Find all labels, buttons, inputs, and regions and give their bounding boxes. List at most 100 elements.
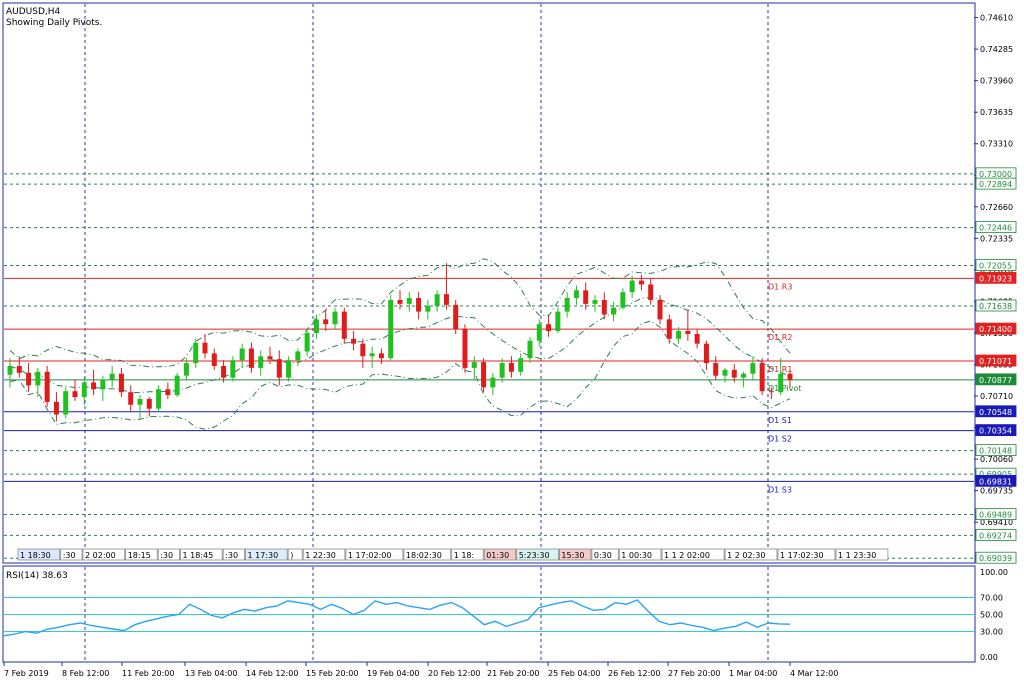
candle-body xyxy=(360,343,366,357)
session-tag-label: 1 18:45 xyxy=(183,551,214,560)
candle xyxy=(722,367,728,383)
price-marker-box xyxy=(975,405,1017,418)
pivot-label-5: D1 S2 xyxy=(768,435,792,444)
price-axis: 0.746100.742850.739600.736350.733100.729… xyxy=(974,14,1017,564)
candle-body xyxy=(713,363,719,376)
time-label: 8 Feb 12:00 xyxy=(62,669,109,678)
candle-body xyxy=(638,280,644,285)
price-marker-label: 0.70148 xyxy=(979,447,1012,456)
rsi-indicator: 100.00 70.00 50.00 30.00 0.00 xyxy=(3,568,1008,662)
candle xyxy=(462,324,468,373)
candle-body xyxy=(416,298,422,312)
candle xyxy=(211,348,217,370)
session-tag-label: 01:30 xyxy=(486,551,509,560)
candle-body xyxy=(564,298,570,312)
candle xyxy=(453,299,459,334)
price-marker-label: 0.70548 xyxy=(979,408,1012,417)
candle-body xyxy=(741,373,747,378)
candle-body xyxy=(443,294,449,305)
candle xyxy=(583,282,589,310)
time-label: 19 Feb 04:00 xyxy=(367,669,419,678)
candle-body xyxy=(406,298,412,304)
candle-body xyxy=(332,311,338,325)
candle xyxy=(778,358,784,396)
candle-body xyxy=(7,365,13,375)
candle xyxy=(546,314,552,337)
session-tag-box xyxy=(618,548,662,561)
rsi-tick-label: 100.00 xyxy=(980,568,1008,577)
candle xyxy=(564,292,570,318)
candle xyxy=(629,275,635,299)
candle xyxy=(573,285,579,305)
candle xyxy=(7,358,13,388)
candle xyxy=(481,358,487,393)
candle-body xyxy=(750,363,756,374)
time-label: 25 Feb 04:00 xyxy=(548,669,600,678)
price-marker-box xyxy=(975,551,1017,564)
candle-body xyxy=(731,369,737,378)
price-marker-label: 0.69039 xyxy=(979,554,1012,563)
candle-body xyxy=(611,307,617,315)
candle-body xyxy=(202,342,208,354)
indicator-note: Showing Daily Pivots. xyxy=(6,18,102,28)
candle-body xyxy=(183,363,189,376)
candlestick-series xyxy=(7,263,793,422)
candle-body xyxy=(583,290,589,304)
pivot-label-1: D1 R2 xyxy=(768,333,792,342)
candle-body xyxy=(100,379,106,390)
candle-body xyxy=(230,360,236,378)
candle-body xyxy=(536,324,542,341)
candle xyxy=(183,358,189,380)
candle xyxy=(156,385,162,412)
price-tick-label: 0.73310 xyxy=(980,140,1013,149)
session-tag-label: 18:02:30 xyxy=(406,551,442,560)
session-tag-label: 1 2 02:30 xyxy=(727,551,765,560)
candle xyxy=(109,365,115,388)
session-tag-box xyxy=(559,548,592,561)
rsi-pane-frame xyxy=(2,565,976,663)
price-tick-label: 0.69735 xyxy=(980,487,1013,496)
session-tag-box xyxy=(345,548,404,561)
price-marker-box xyxy=(975,299,1017,312)
candle-body xyxy=(629,280,635,293)
session-tag-label: 1 18: xyxy=(454,551,475,560)
candle-body xyxy=(295,351,301,361)
price-marker-box xyxy=(975,354,1017,367)
candle xyxy=(35,367,41,398)
time-label: 26 Feb 12:00 xyxy=(608,669,660,678)
price-tick-label: 0.72660 xyxy=(980,203,1013,212)
upper-band xyxy=(9,258,791,368)
candle xyxy=(694,329,700,349)
candle xyxy=(16,356,22,378)
lower-band xyxy=(9,320,791,430)
candle xyxy=(787,369,793,388)
candle xyxy=(378,348,384,365)
session-tag-label: :30 xyxy=(225,551,238,560)
candle-body xyxy=(462,329,468,368)
rsi-tick-label: 50.00 xyxy=(980,611,1003,620)
candle-body xyxy=(490,377,496,388)
candle xyxy=(508,356,514,378)
candle-body xyxy=(26,372,32,386)
rsi-tick-label: 70.00 xyxy=(980,594,1003,603)
candle-body xyxy=(44,371,50,402)
candle xyxy=(26,363,32,393)
pivot-label-6: D1 S3 xyxy=(768,485,792,494)
candle-body xyxy=(211,353,217,366)
price-tick-label: 0.69410 xyxy=(980,518,1013,527)
candle-body xyxy=(555,311,561,332)
candle-body xyxy=(471,362,477,368)
price-tick-label: 0.73960 xyxy=(980,77,1013,86)
session-tag-label: 15:30 xyxy=(561,551,584,560)
pivot-label-4: D1 S1 xyxy=(768,416,792,425)
session-tag-label: 0:30 xyxy=(594,551,612,560)
session-tag-box xyxy=(180,548,223,561)
session-tag-box xyxy=(724,548,778,561)
time-label: 4 Mar 12:00 xyxy=(790,669,838,678)
price-marker-label: 0.71638 xyxy=(979,302,1012,311)
candle xyxy=(425,299,431,320)
session-tag-box xyxy=(516,548,559,561)
